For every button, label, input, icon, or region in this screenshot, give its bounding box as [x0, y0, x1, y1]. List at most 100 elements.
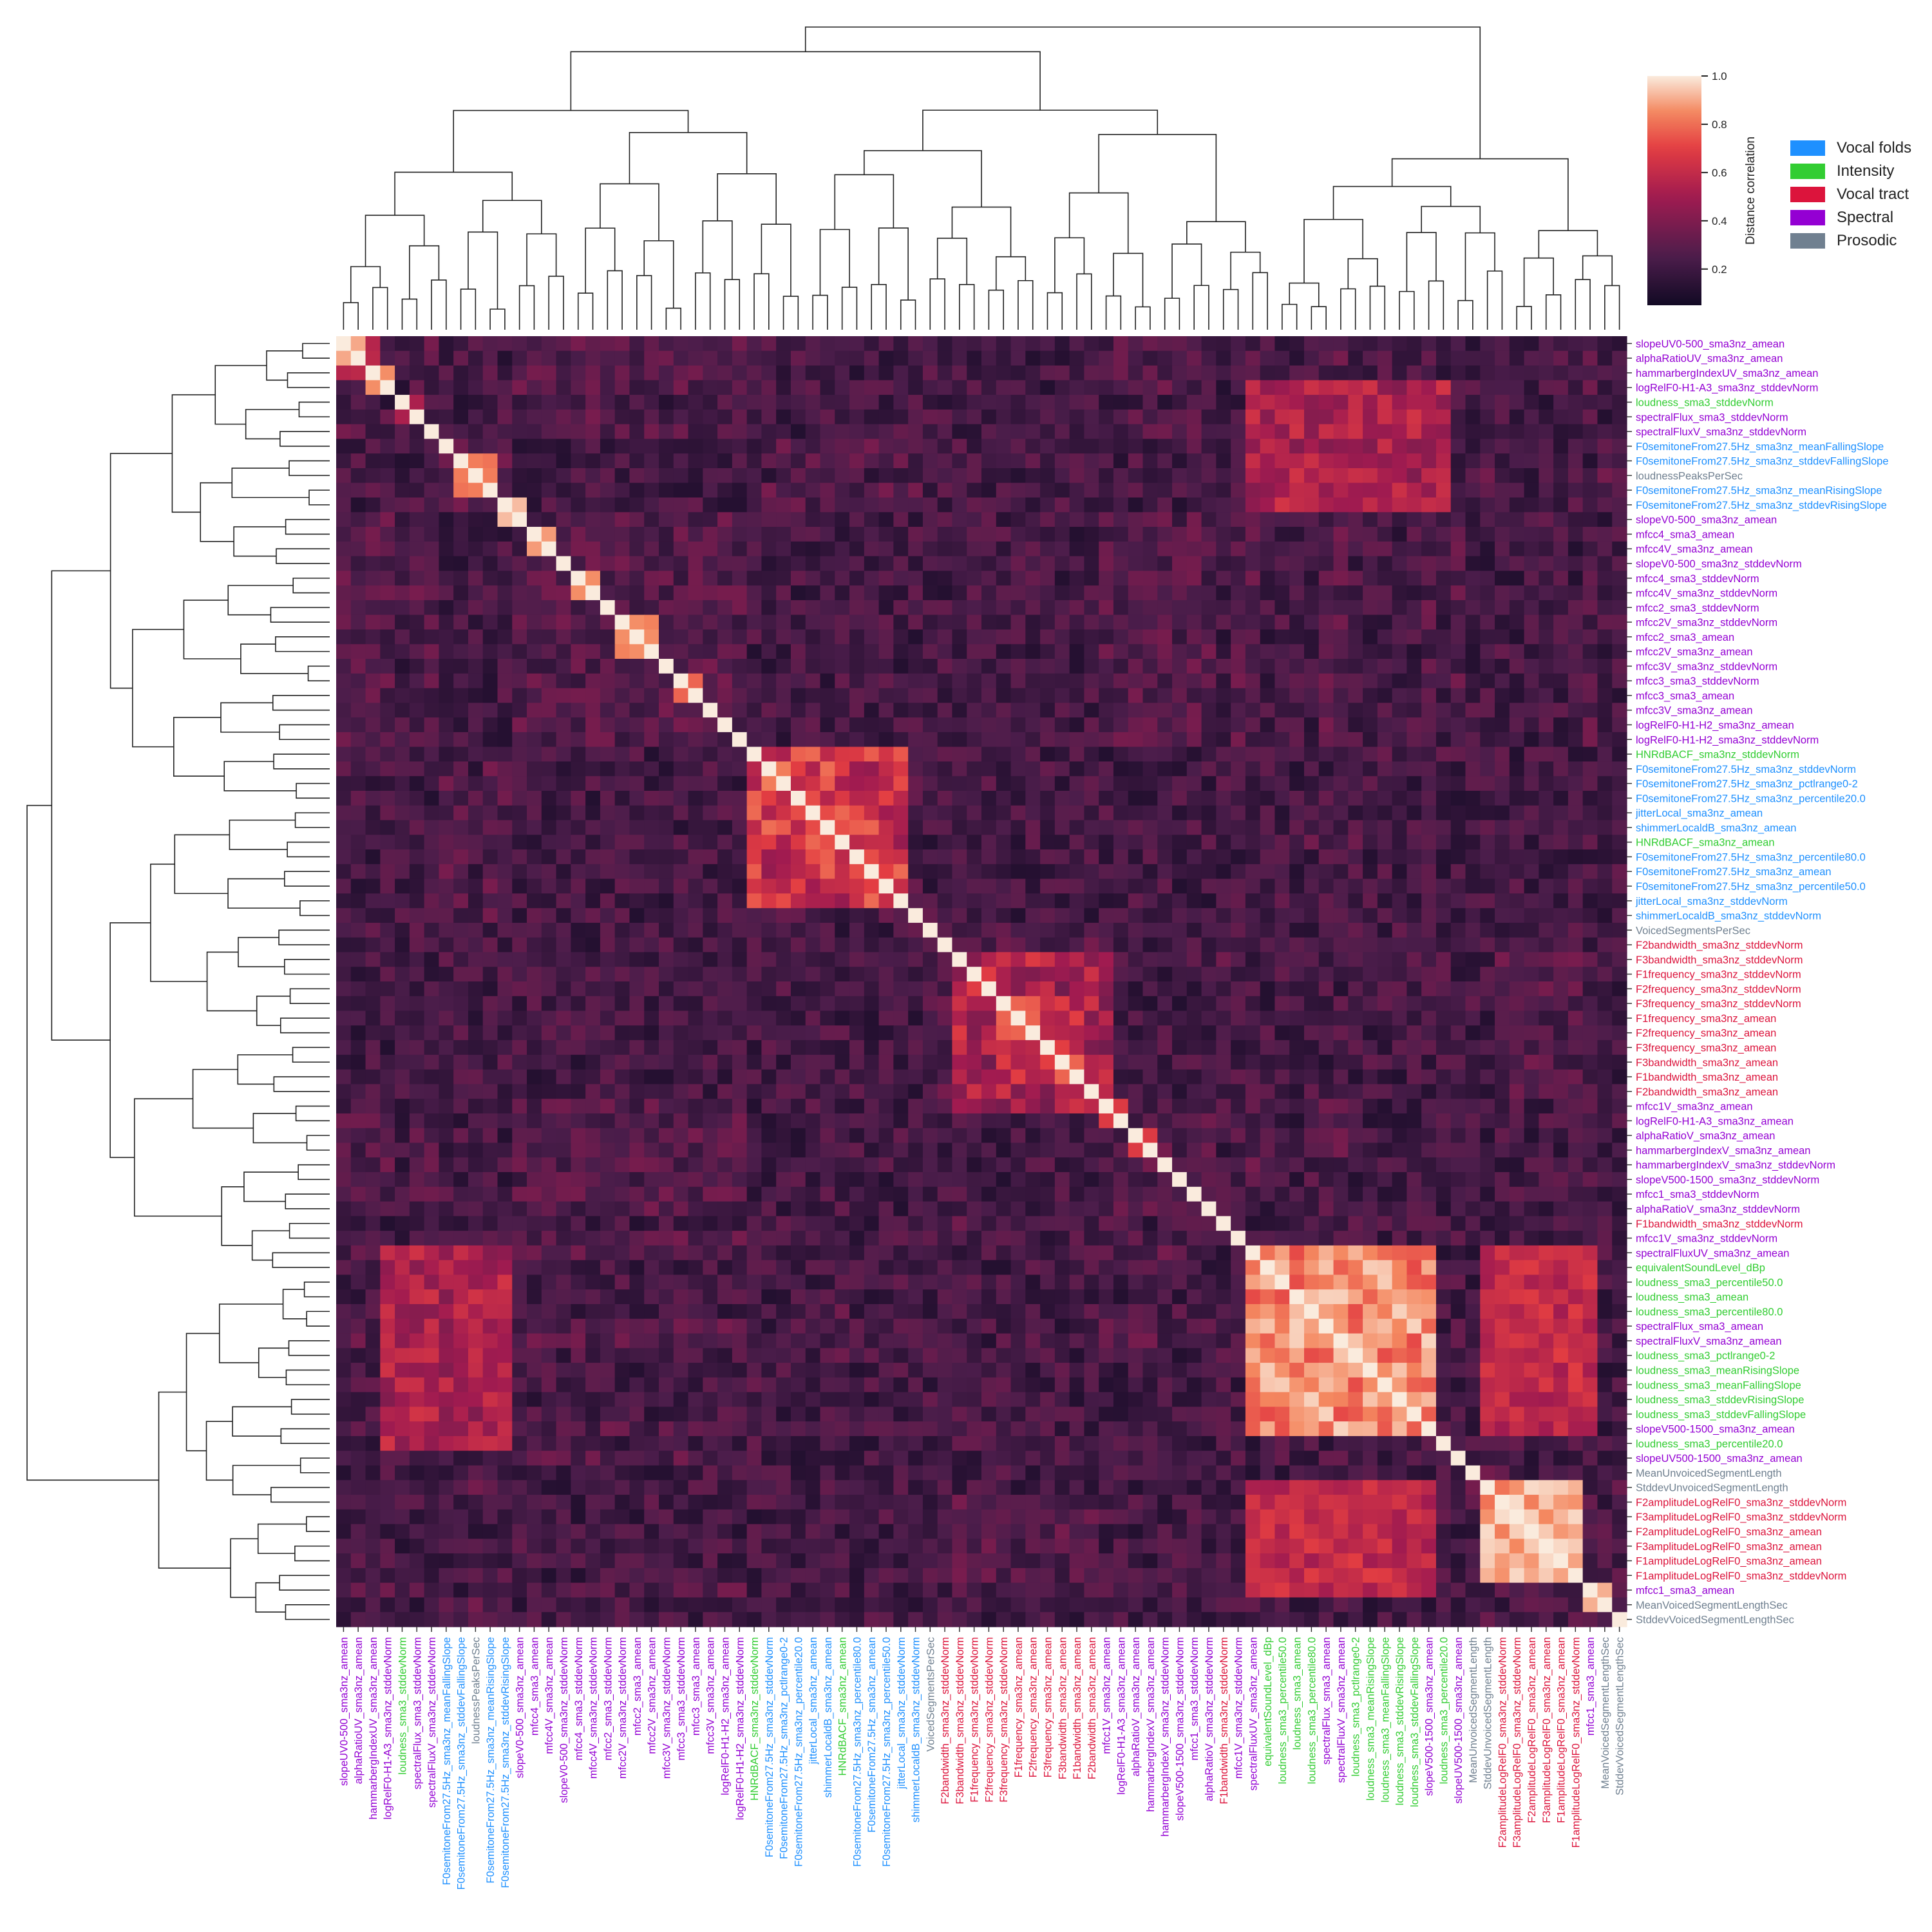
heatmap-cell — [1113, 556, 1129, 571]
heatmap-cell — [805, 571, 821, 586]
heatmap-cell — [996, 541, 1012, 557]
heatmap-cell — [527, 776, 542, 791]
heatmap-cell — [527, 629, 542, 645]
heatmap-cell — [1509, 835, 1525, 850]
heatmap-cell — [1465, 439, 1481, 454]
heatmap-cell — [1553, 512, 1569, 527]
heatmap-cell — [908, 688, 923, 703]
heatmap-cell — [1069, 659, 1085, 674]
heatmap-cell — [614, 380, 630, 395]
heatmap-cell — [659, 614, 674, 630]
heatmap-cell — [585, 571, 601, 586]
heatmap-cell — [717, 1157, 733, 1173]
heatmap-cell — [688, 952, 703, 967]
heatmap-cell — [937, 996, 953, 1012]
heatmap-cell — [1157, 439, 1173, 454]
heatmap-cell — [497, 541, 513, 557]
heatmap-cell — [1567, 849, 1584, 865]
heatmap-cell — [1084, 1040, 1099, 1056]
heatmap-cell — [746, 703, 762, 718]
heatmap-cell — [820, 1025, 835, 1041]
heatmap-cell — [1597, 409, 1613, 425]
heatmap-cell — [1216, 864, 1231, 880]
heatmap-cell — [673, 922, 689, 938]
heatmap-cell — [585, 512, 601, 527]
heatmap-cell — [1157, 600, 1173, 616]
heatmap-cell — [1465, 849, 1481, 865]
heatmap-cell — [482, 1113, 498, 1129]
heatmap-cell — [1304, 644, 1320, 659]
heatmap-cell — [717, 820, 733, 835]
heatmap-cell — [746, 629, 762, 645]
heatmap-cell — [1274, 922, 1290, 938]
heatmap-cell — [1435, 1113, 1452, 1129]
heatmap-cell — [1480, 1069, 1495, 1085]
heatmap-cell — [1318, 820, 1334, 835]
heatmap-cell — [1348, 996, 1363, 1012]
heatmap-cell — [1539, 864, 1554, 880]
heatmap-cell — [1054, 878, 1070, 894]
heatmap-cell — [1172, 541, 1188, 557]
heatmap-cell — [922, 790, 938, 806]
heatmap-cell — [937, 1054, 953, 1070]
heatmap-cell — [644, 820, 659, 835]
heatmap-cell — [1157, 776, 1173, 791]
heatmap-cell — [614, 849, 630, 865]
heatmap-cell — [541, 1128, 557, 1144]
heatmap-cell — [482, 350, 498, 366]
heatmap-cell — [380, 1084, 395, 1099]
heatmap-cell — [659, 659, 674, 674]
heatmap-cell — [1392, 541, 1408, 557]
heatmap-cell — [380, 644, 395, 659]
heatmap-cell — [629, 703, 645, 718]
heatmap-cell — [805, 439, 821, 454]
heatmap-cell — [1142, 937, 1158, 953]
heatmap-cell — [805, 395, 821, 410]
heatmap-cell — [1421, 556, 1437, 571]
heatmap-cell — [600, 614, 616, 630]
heatmap-cell — [732, 820, 748, 835]
heatmap-cell — [1348, 629, 1363, 645]
heatmap-cell — [365, 424, 381, 440]
heatmap-cell — [952, 893, 967, 909]
heatmap-cell — [1040, 1113, 1056, 1129]
heatmap-cell — [922, 732, 938, 748]
heatmap-cell — [1216, 1025, 1231, 1041]
heatmap-cell — [1435, 878, 1452, 894]
heatmap-cell — [1304, 717, 1320, 733]
heatmap-cell — [937, 981, 953, 997]
heatmap-cell — [482, 468, 498, 484]
heatmap-cell — [600, 365, 616, 381]
heatmap-cell — [380, 790, 395, 806]
heatmap-cell — [541, 1054, 557, 1070]
heatmap-cell — [1099, 482, 1114, 498]
heatmap-cell — [1524, 336, 1539, 352]
heatmap-cell — [893, 365, 909, 381]
heatmap-cell — [761, 482, 777, 498]
heatmap-cell — [893, 981, 909, 997]
heatmap-cell — [468, 644, 484, 659]
heatmap-cell — [1524, 820, 1539, 835]
heatmap-cell — [878, 512, 894, 527]
heatmap-cell — [585, 409, 601, 425]
heatmap-cell — [556, 585, 571, 601]
heatmap-cell — [952, 1128, 967, 1144]
heatmap-cell — [1040, 1099, 1056, 1114]
heatmap-cell — [1142, 703, 1158, 718]
heatmap-cell — [981, 527, 997, 542]
heatmap-cell — [893, 395, 909, 410]
heatmap-cell — [556, 1025, 571, 1041]
heatmap-cell — [1201, 922, 1217, 938]
heatmap-cell — [659, 790, 674, 806]
heatmap-cell — [893, 1128, 909, 1144]
heatmap-cell — [614, 527, 630, 542]
heatmap-cell — [1274, 659, 1290, 674]
heatmap-cell — [1421, 688, 1437, 703]
heatmap-cell — [1216, 1040, 1231, 1056]
heatmap-cell — [893, 952, 909, 967]
heatmap-cell — [1054, 1054, 1070, 1070]
heatmap-cell — [673, 849, 689, 865]
heatmap-cell — [761, 512, 777, 527]
heatmap-cell — [1597, 908, 1613, 923]
heatmap-cell — [497, 967, 513, 982]
